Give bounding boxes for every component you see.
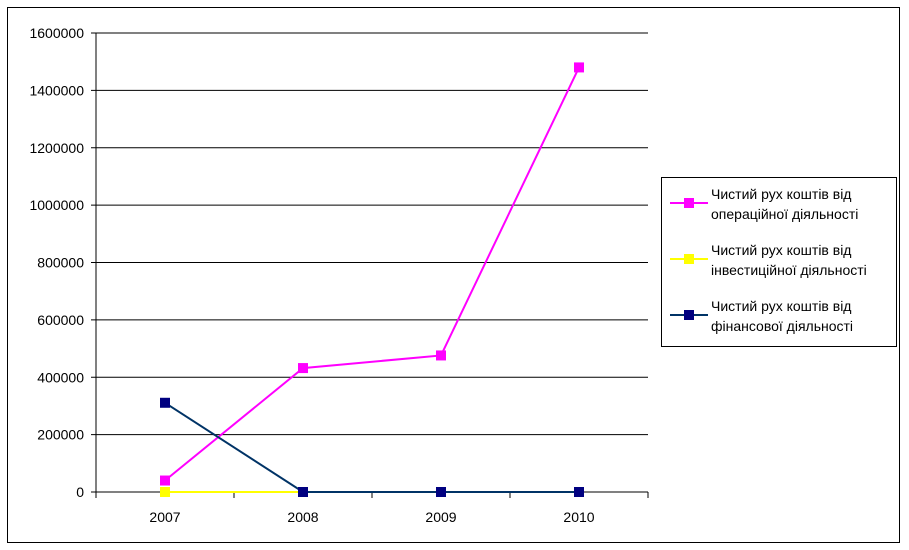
data-point-series-0 [160,475,170,486]
y-tick-label: 1200000 [29,140,84,156]
y-tick-label: 600000 [37,312,84,328]
x-tick-label: 2007 [149,509,180,525]
data-point-series-0 [298,363,308,374]
y-tick-label: 1400000 [29,82,84,98]
series-line-0 [164,66,580,482]
y-tick-label: 1000000 [29,197,84,213]
legend-swatch-operating [670,198,708,208]
data-point-series-2 [574,487,584,497]
x-tick-label: 2009 [425,509,456,525]
legend-item-operating: Чистий рух коштів від операційної діяльн… [670,184,894,224]
data-point-series-1 [160,487,170,497]
legend-swatch-investing [670,254,708,264]
data-point-series-0 [436,350,446,361]
x-tick-label: 2008 [287,509,318,525]
x-tick-label: 2010 [563,509,594,525]
y-tick-label: 200000 [37,427,84,443]
y-tick-label: 400000 [37,369,84,385]
y-tick-label: 0 [76,484,84,500]
legend-item-investing: Чистий рух коштів від інвестиційної діял… [670,240,894,280]
y-tick-label: 1600000 [29,25,84,41]
data-point-series-0 [574,62,584,73]
legend-swatch-financing [670,310,708,320]
series-line-2 [164,401,579,493]
data-point-series-2 [436,487,446,497]
legend-label-investing: Чистий рух коштів від інвестиційної діял… [711,242,867,278]
data-point-series-2 [160,397,170,408]
legend-label-financing: Чистий рух коштів від фінансової діяльно… [711,298,854,334]
legend-item-financing: Чистий рух коштів від фінансової діяльно… [670,296,894,336]
legend: Чистий рух коштів від операційної діяльн… [661,177,897,347]
y-tick-label: 800000 [37,255,84,271]
data-point-series-2 [298,487,308,497]
legend-label-operating: Чистий рух коштів від операційної діяльн… [711,186,859,222]
